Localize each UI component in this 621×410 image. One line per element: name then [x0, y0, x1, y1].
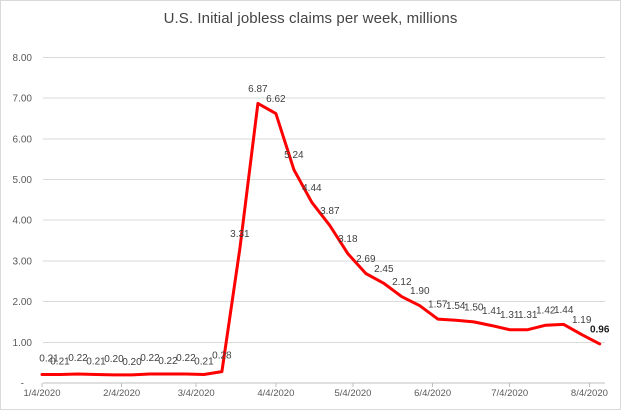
x-axis-label: 1/4/2020: [24, 388, 61, 399]
x-axis-label: 2/4/2020: [103, 388, 140, 399]
data-label: 0.28: [212, 351, 232, 362]
data-label: 1.57: [428, 300, 448, 311]
data-label: 0.21: [86, 356, 106, 367]
x-axis-label: 3/4/2020: [178, 388, 215, 399]
data-label: 2.69: [356, 254, 376, 265]
y-axis-label: 1.00: [13, 338, 33, 349]
data-label: 1.41: [482, 306, 502, 317]
data-label: 6.62: [266, 94, 286, 105]
data-label: 6.87: [248, 84, 268, 95]
y-axis-label: 5.00: [13, 175, 33, 186]
data-label: 0.22: [140, 353, 160, 364]
x-axis-label: 4/4/2020: [257, 388, 294, 399]
data-label: 0.20: [122, 357, 142, 368]
y-axis-label: 8.00: [13, 53, 33, 64]
y-axis-label: -: [21, 379, 24, 390]
data-label: 1.42: [536, 306, 556, 317]
x-axis-label: 5/4/2020: [334, 388, 371, 399]
data-label: 3.18: [338, 234, 358, 245]
x-axis-label: 6/4/2020: [414, 388, 451, 399]
series-line: [40, 101, 602, 377]
y-axis-label: 6.00: [13, 134, 33, 145]
y-axis-label: 4.00: [13, 216, 33, 227]
data-label: 1.54: [446, 301, 466, 312]
x-axis-label: 7/4/2020: [491, 388, 528, 399]
data-label: 4.44: [302, 183, 322, 194]
x-axis-label: 8/4/2020: [571, 388, 608, 399]
data-label: 3.31: [230, 229, 250, 240]
data-label: 1.50: [464, 302, 484, 313]
y-axis-label: 3.00: [13, 256, 33, 267]
data-label: 2.45: [374, 264, 394, 275]
data-label: 3.87: [320, 206, 340, 217]
data-label: 0.22: [68, 353, 88, 364]
data-label: 0.20: [104, 354, 124, 365]
data-label: 2.12: [392, 277, 412, 288]
data-label: 0.21: [194, 356, 214, 367]
data-label: 0.21: [50, 356, 70, 367]
data-label: 0.22: [158, 356, 178, 367]
data-label: 1.44: [554, 305, 574, 316]
data-label: 1.19: [572, 315, 592, 326]
data-label: 1.31: [518, 310, 538, 321]
data-label: 0.96: [590, 324, 610, 335]
data-label: 0.21: [39, 353, 59, 364]
data-label: 0.22: [176, 353, 196, 364]
data-label: 1.31: [500, 310, 520, 321]
data-label: 5.24: [284, 150, 304, 161]
y-axis-label: 7.00: [13, 94, 33, 105]
chart-title: U.S. Initial jobless claims per week, mi…: [163, 10, 458, 27]
y-axis-label: 2.00: [13, 297, 33, 308]
data-label: 1.90: [410, 286, 430, 297]
